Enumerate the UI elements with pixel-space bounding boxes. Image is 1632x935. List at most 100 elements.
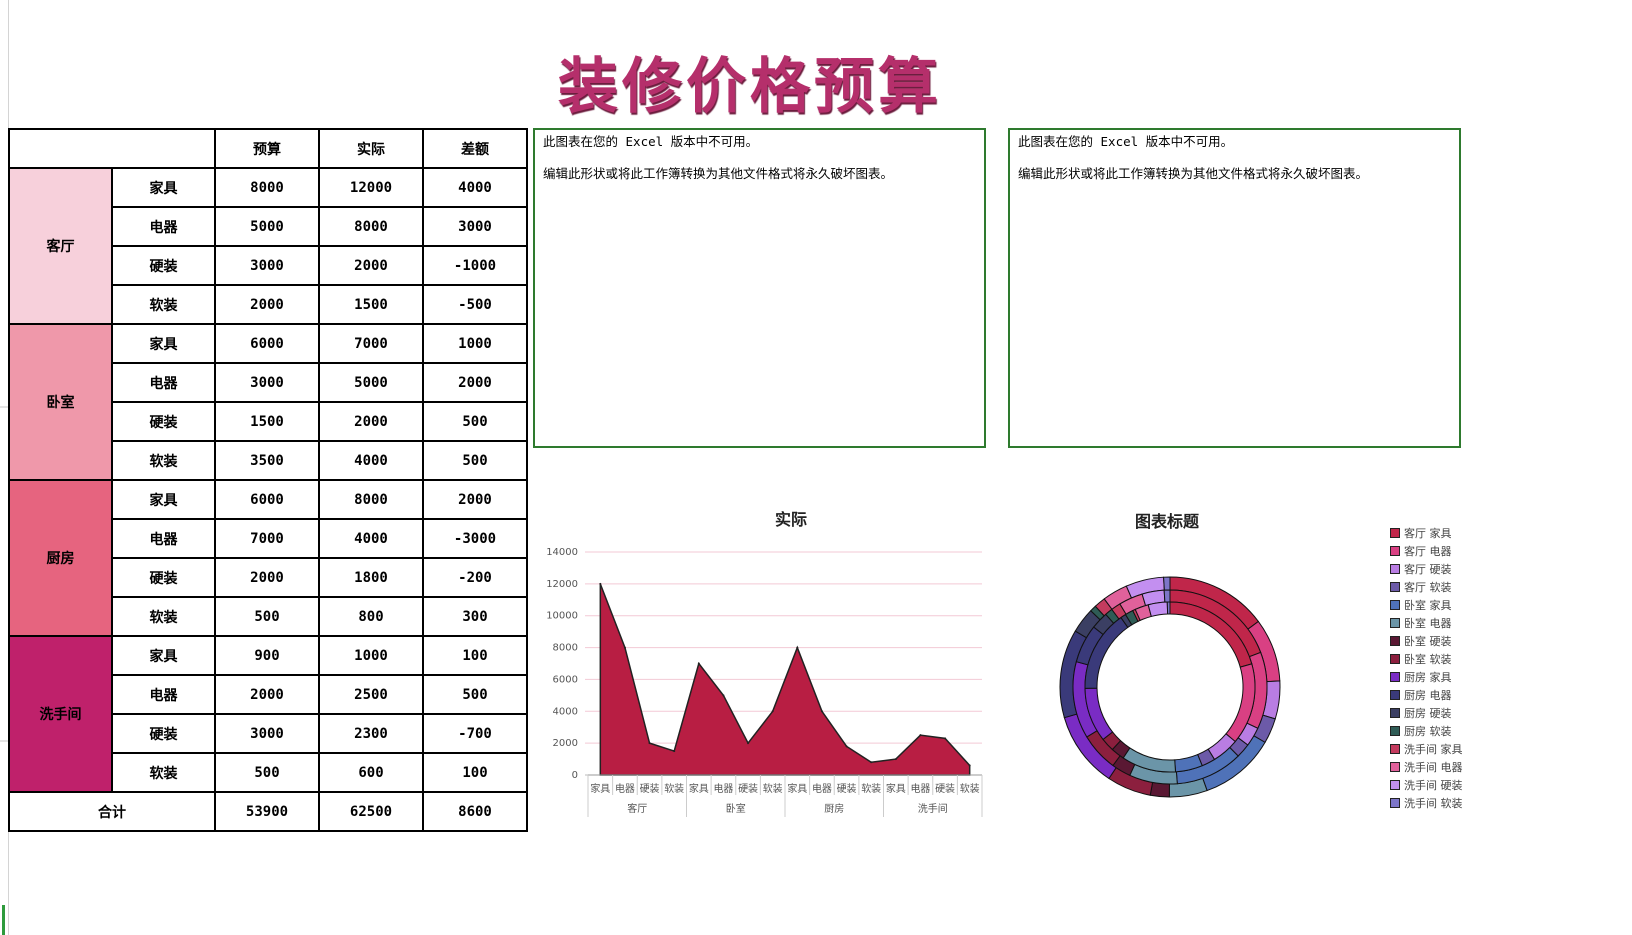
total-label[interactable]: 合计 [8,791,216,832]
diff-cell[interactable]: -3000 [422,518,528,559]
item-cell[interactable]: 家具 [111,167,216,208]
group-cell-bathroom[interactable]: 洗手间 [8,635,113,793]
diff-cell[interactable]: -500 [422,284,528,325]
total-diff[interactable]: 8600 [422,791,528,832]
legend-item[interactable]: 洗手间 电器 [1390,758,1463,776]
chart-placeholder-1[interactable]: 此图表在您的 Excel 版本中不可用。 编辑此形状或将此工作簿转换为其他文件格… [533,128,986,448]
group-cell-bedroom[interactable]: 卧室 [8,323,113,481]
budget-cell[interactable]: 5000 [214,206,320,247]
legend-item[interactable]: 客厅 电器 [1390,542,1463,560]
actual-cell[interactable]: 1800 [318,557,424,598]
budget-cell[interactable]: 500 [214,596,320,637]
item-cell[interactable]: 软装 [111,752,216,793]
total-budget[interactable]: 53900 [214,791,320,832]
budget-cell[interactable]: 3500 [214,440,320,481]
item-cell[interactable]: 家具 [111,635,216,676]
legend-item[interactable]: 卧室 家具 [1390,596,1463,614]
budget-cell[interactable]: 3000 [214,362,320,403]
diff-cell[interactable]: 500 [422,401,528,442]
diff-cell[interactable]: 3000 [422,206,528,247]
diff-cell[interactable]: 2000 [422,479,528,520]
legend-label: 卧室 电器 [1404,617,1452,630]
item-cell[interactable]: 硬装 [111,401,216,442]
actual-cell[interactable]: 800 [318,596,424,637]
budget-cell[interactable]: 900 [214,635,320,676]
actual-cell[interactable]: 1500 [318,284,424,325]
legend-item[interactable]: 卧室 软装 [1390,650,1463,668]
budget-cell[interactable]: 6000 [214,479,320,520]
chart-placeholder-2[interactable]: 此图表在您的 Excel 版本中不可用。 编辑此形状或将此工作簿转换为其他文件格… [1008,128,1461,448]
diff-cell[interactable]: -1000 [422,245,528,286]
legend-item[interactable]: 客厅 硬装 [1390,560,1463,578]
budget-cell[interactable]: 8000 [214,167,320,208]
budget-cell[interactable]: 500 [214,752,320,793]
legend-item[interactable]: 客厅 软装 [1390,578,1463,596]
budget-cell[interactable]: 1500 [214,401,320,442]
item-cell[interactable]: 硬装 [111,557,216,598]
sheet-tab-indicator[interactable] [2,905,5,935]
diff-cell[interactable]: 1000 [422,323,528,364]
budget-cell[interactable]: 7000 [214,518,320,559]
legend-item[interactable]: 洗手间 硬装 [1390,776,1463,794]
actual-cell[interactable]: 5000 [318,362,424,403]
legend-item[interactable]: 洗手间 软装 [1390,794,1463,812]
actual-cell[interactable]: 1000 [318,635,424,676]
diff-cell[interactable]: 300 [422,596,528,637]
budget-cell[interactable]: 2000 [214,557,320,598]
header-blank-cell[interactable] [8,128,216,169]
item-cell[interactable]: 家具 [111,479,216,520]
diff-cell[interactable]: 4000 [422,167,528,208]
item-cell[interactable]: 家具 [111,323,216,364]
item-cell[interactable]: 软装 [111,440,216,481]
data-point [648,742,651,745]
diff-cell[interactable]: 500 [422,674,528,715]
header-diff[interactable]: 差额 [422,128,528,169]
diff-cell[interactable]: 2000 [422,362,528,403]
table-header-row: 预算 实际 差额 [8,128,528,169]
actual-cell[interactable]: 2300 [318,713,424,754]
header-budget[interactable]: 预算 [214,128,320,169]
item-cell[interactable]: 硬装 [111,713,216,754]
diff-cell[interactable]: -700 [422,713,528,754]
item-cell[interactable]: 电器 [111,206,216,247]
actual-cell[interactable]: 4000 [318,440,424,481]
legend-item[interactable]: 厨房 电器 [1390,686,1463,704]
legend-item[interactable]: 卧室 电器 [1390,614,1463,632]
group-cell-living-room[interactable]: 客厅 [8,167,113,325]
actual-cell[interactable]: 600 [318,752,424,793]
actual-cell[interactable]: 8000 [318,206,424,247]
actual-cell[interactable]: 2000 [318,401,424,442]
actual-cell[interactable]: 7000 [318,323,424,364]
budget-cell[interactable]: 3000 [214,713,320,754]
actual-cell[interactable]: 12000 [318,167,424,208]
legend-item[interactable]: 厨房 家具 [1390,668,1463,686]
diff-cell[interactable]: 100 [422,635,528,676]
legend-item[interactable]: 厨房 软装 [1390,722,1463,740]
actual-cell[interactable]: 8000 [318,479,424,520]
item-cell[interactable]: 软装 [111,596,216,637]
legend-item[interactable]: 卧室 硬装 [1390,632,1463,650]
legend-item[interactable]: 客厅 家具 [1390,524,1463,542]
item-cell[interactable]: 软装 [111,284,216,325]
diff-cell[interactable]: 500 [422,440,528,481]
diff-cell[interactable]: 100 [422,752,528,793]
budget-cell[interactable]: 6000 [214,323,320,364]
legend-item[interactable]: 洗手间 家具 [1390,740,1463,758]
budget-cell[interactable]: 2000 [214,284,320,325]
group-cell-kitchen[interactable]: 厨房 [8,479,113,637]
actual-cell[interactable]: 2000 [318,245,424,286]
total-actual[interactable]: 62500 [318,791,424,832]
budget-cell[interactable]: 3000 [214,245,320,286]
diff-cell[interactable]: -200 [422,557,528,598]
header-actual[interactable]: 实际 [318,128,424,169]
actual-cell[interactable]: 2500 [318,674,424,715]
legend-item[interactable]: 厨房 硬装 [1390,704,1463,722]
item-cell[interactable]: 电器 [111,674,216,715]
doughnut-chart[interactable]: 图表标题 [1059,505,1390,835]
item-cell[interactable]: 电器 [111,362,216,403]
budget-cell[interactable]: 2000 [214,674,320,715]
actual-cell[interactable]: 4000 [318,518,424,559]
item-cell[interactable]: 硬装 [111,245,216,286]
item-cell[interactable]: 电器 [111,518,216,559]
